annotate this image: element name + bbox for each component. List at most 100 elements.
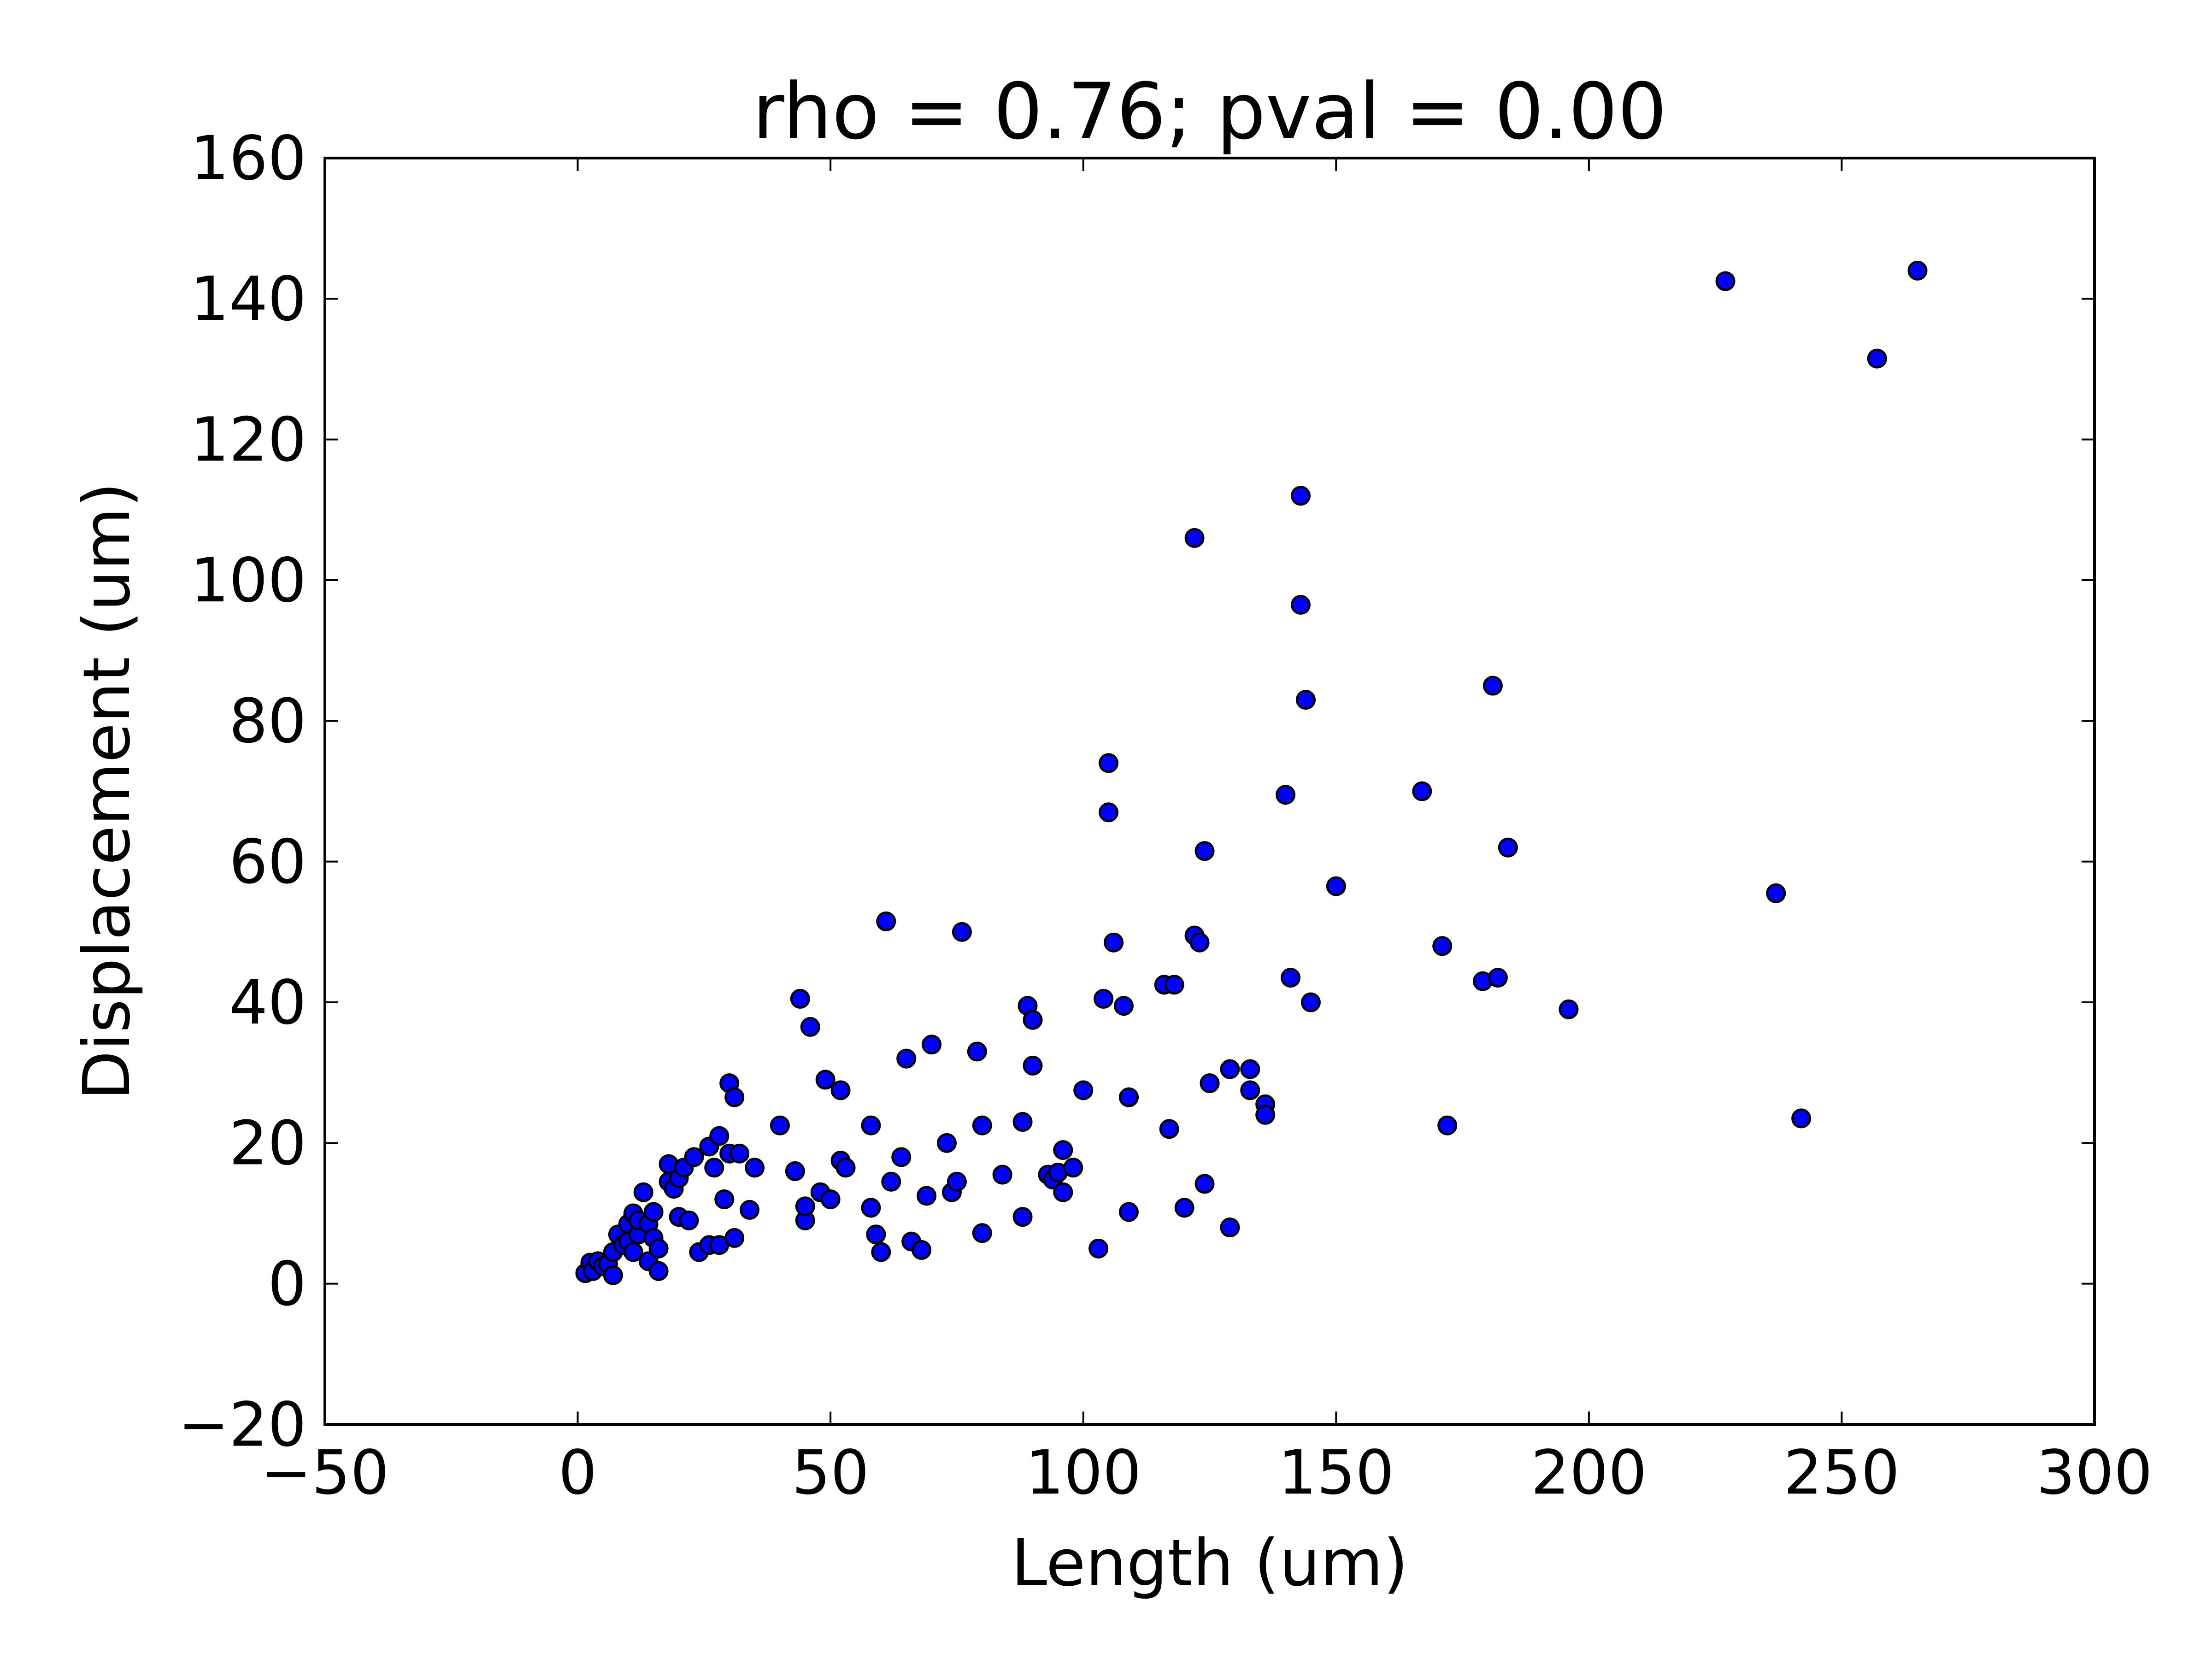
data-point-52 — [815, 1070, 835, 1090]
data-point-88 — [1073, 1080, 1094, 1100]
y-tick-label: 80 — [229, 686, 306, 757]
data-point-133 — [1907, 260, 1928, 281]
data-point-107 — [1200, 1073, 1220, 1094]
data-point-91 — [1099, 753, 1119, 773]
data-point-117 — [1290, 594, 1311, 615]
data-point-54 — [830, 1080, 851, 1100]
data-point-119 — [1300, 992, 1321, 1012]
data-point-116 — [1290, 486, 1311, 506]
data-point-128 — [1559, 999, 1579, 1019]
data-point-85 — [1053, 1182, 1073, 1202]
data-point-44 — [745, 1158, 765, 1178]
data-point-129 — [1715, 271, 1735, 291]
y-tick-label: 120 — [190, 405, 306, 476]
chart-title: rho = 0.76; pval = 0.00 — [753, 66, 1667, 157]
data-point-123 — [1437, 1115, 1458, 1135]
data-point-68 — [922, 1035, 942, 1055]
x-tick-label: 50 — [792, 1437, 869, 1508]
data-point-53 — [820, 1189, 841, 1209]
data-point-66 — [912, 1240, 932, 1260]
data-point-61 — [876, 911, 896, 931]
data-point-71 — [947, 1171, 967, 1192]
y-axis-label: Displacement (um) — [70, 482, 145, 1100]
y-tick-label: 100 — [190, 545, 306, 616]
x-tick-label: 250 — [1783, 1437, 1900, 1508]
data-point-101 — [1174, 1198, 1194, 1218]
data-point-127 — [1498, 837, 1518, 858]
data-point-57 — [861, 1115, 881, 1135]
data-point-29 — [679, 1210, 699, 1230]
data-point-62 — [881, 1171, 901, 1192]
data-point-118 — [1295, 690, 1316, 710]
data-point-12 — [623, 1242, 643, 1262]
data-point-73 — [967, 1041, 987, 1062]
x-tick-label: 0 — [559, 1437, 597, 1508]
y-tick-label: 140 — [190, 264, 306, 335]
data-point-113 — [1255, 1105, 1276, 1125]
y-tick-label: 20 — [229, 1108, 306, 1179]
data-point-19 — [643, 1202, 664, 1222]
data-point-67 — [917, 1186, 937, 1206]
data-point-93 — [1104, 932, 1124, 953]
data-point-41 — [724, 1228, 745, 1248]
data-point-58 — [861, 1198, 881, 1218]
data-point-37 — [714, 1189, 735, 1209]
data-point-106 — [1194, 1174, 1215, 1194]
data-point-40 — [724, 1087, 745, 1107]
data-point-76 — [992, 1165, 1012, 1185]
data-point-110 — [1240, 1059, 1260, 1079]
data-point-56 — [835, 1158, 856, 1178]
data-point-72 — [952, 922, 972, 942]
data-point-77 — [1012, 1112, 1033, 1132]
y-tick-label: 160 — [190, 123, 306, 194]
data-point-63 — [891, 1147, 912, 1167]
data-point-46 — [785, 1161, 805, 1181]
data-point-74 — [972, 1115, 992, 1135]
x-axis-ticks: −50 0 50 100 150 200 250 300 — [261, 158, 2153, 1508]
x-axis-label: Length (um) — [1011, 1526, 1408, 1601]
data-point-22 — [648, 1261, 669, 1281]
data-point-100 — [1164, 975, 1184, 995]
data-point-59 — [866, 1224, 886, 1245]
data-point-43 — [740, 1200, 760, 1220]
data-point-121 — [1412, 781, 1432, 801]
x-tick-label: 100 — [1025, 1437, 1141, 1508]
data-point-36 — [709, 1126, 729, 1146]
data-point-34 — [704, 1158, 724, 1178]
y-axis-ticks: −20 0 20 40 60 80 100 120 140 160 — [178, 123, 2094, 1460]
data-point-99 — [1159, 1119, 1179, 1139]
data-point-78 — [1012, 1207, 1033, 1227]
x-tick-label: 200 — [1531, 1437, 1647, 1508]
data-point-120 — [1326, 876, 1346, 896]
data-point-111 — [1240, 1080, 1260, 1100]
data-point-69 — [936, 1133, 957, 1153]
x-tick-label: 300 — [2036, 1437, 2153, 1508]
data-point-130 — [1766, 883, 1786, 903]
data-point-50 — [800, 1017, 820, 1037]
data-point-125 — [1483, 676, 1503, 696]
plot-area-frame — [324, 157, 2096, 1426]
data-point-87 — [1063, 1158, 1083, 1178]
data-point-81 — [1023, 1055, 1043, 1076]
data-point-45 — [770, 1115, 790, 1135]
data-point-30 — [684, 1147, 704, 1167]
data-point-92 — [1099, 802, 1119, 823]
data-point-96 — [1118, 1202, 1139, 1222]
data-points — [575, 260, 1928, 1285]
data-point-60 — [871, 1242, 891, 1262]
y-tick-label: −20 — [178, 1389, 306, 1460]
data-point-49 — [795, 1196, 815, 1217]
data-point-94 — [1113, 996, 1134, 1016]
y-tick-label: 0 — [268, 1249, 306, 1320]
data-point-115 — [1281, 968, 1301, 988]
data-point-86 — [1053, 1140, 1073, 1160]
data-point-21 — [648, 1238, 669, 1259]
y-tick-label: 60 — [229, 827, 306, 898]
data-point-16 — [633, 1182, 653, 1202]
y-tick-label: 40 — [229, 967, 306, 1038]
data-point-47 — [790, 988, 810, 1009]
x-tick-label: −50 — [261, 1437, 389, 1508]
data-point-42 — [729, 1143, 750, 1164]
data-point-108 — [1220, 1059, 1240, 1079]
